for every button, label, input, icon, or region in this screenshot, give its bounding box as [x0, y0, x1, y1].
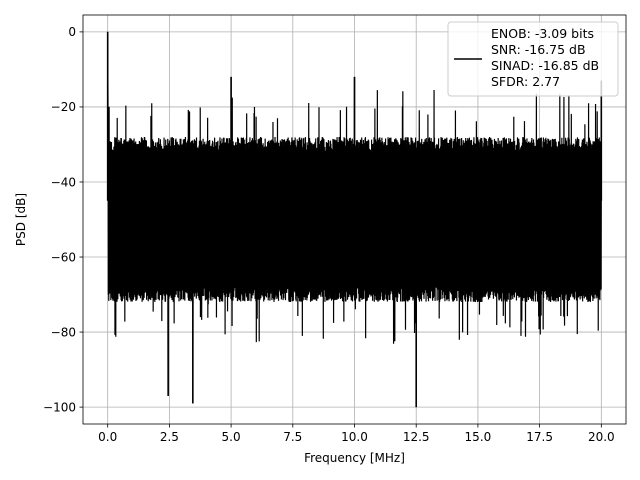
y-axis-label: PSD [dB] — [14, 193, 28, 246]
x-tick-label: 17.5 — [526, 430, 553, 444]
y-tick-label: 0 — [68, 25, 76, 39]
y-tick-label: −60 — [51, 250, 76, 264]
legend-entry-snr: SNR: -16.75 dB — [491, 42, 586, 57]
x-tick-label: 2.5 — [160, 430, 179, 444]
legend: ENOB: -3.09 bits SNR: -16.75 dB SINAD: -… — [447, 21, 619, 97]
x-tick-label: 15.0 — [465, 430, 492, 444]
axis-ticks: 0.0 2.5 5.0 7.5 10.0 12.5 15.0 17.5 20.0 0 −20 −40 −… — [43, 25, 615, 444]
y-tick-label: −20 — [51, 100, 76, 114]
x-axis-label: Frequency [MHz] — [304, 451, 405, 465]
x-tick-label: 5.0 — [222, 430, 241, 444]
psd-line — [107, 31, 602, 408]
legend-entry-enob: ENOB: -3.09 bits — [491, 26, 594, 41]
y-tick-label: −80 — [51, 325, 76, 339]
x-tick-label: 7.5 — [283, 430, 302, 444]
y-tick-label: −100 — [43, 400, 76, 414]
x-tick-label: 20.0 — [588, 430, 615, 444]
legend-entry-sfdr: SFDR: 2.77 — [491, 74, 560, 89]
legend-box — [447, 21, 619, 97]
y-tick-label: −40 — [51, 175, 76, 189]
x-tick-label: 0.0 — [98, 430, 117, 444]
x-tick-label: 12.5 — [403, 430, 430, 444]
legend-entry-sinad: SINAD: -16.85 dB — [491, 58, 599, 73]
x-tick-label: 10.0 — [341, 430, 368, 444]
psd-series — [106, 31, 603, 408]
